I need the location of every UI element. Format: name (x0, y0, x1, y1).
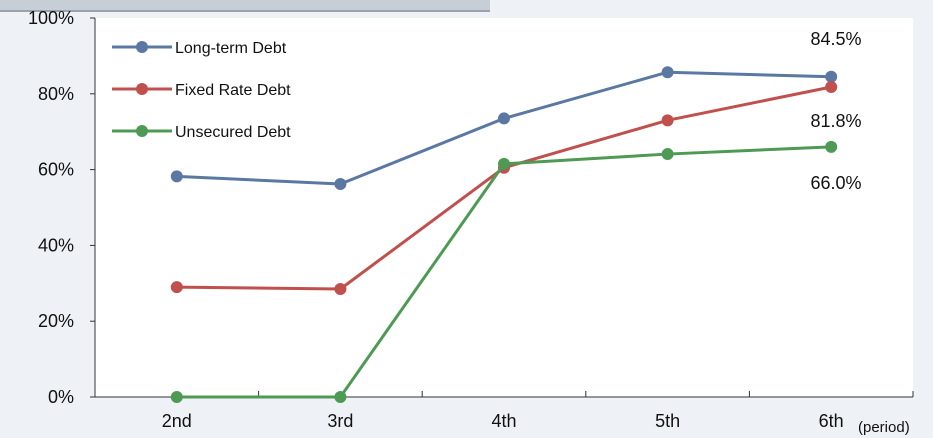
y-tick-label: 40% (38, 235, 74, 255)
legend-label: Unsecured Debt (175, 124, 291, 141)
x-tick-label: 4th (491, 411, 516, 431)
y-axis-ticks: 0% 20% 40% 60% 80% 100% (28, 8, 95, 407)
y-tick-label: 100% (28, 8, 74, 28)
legend-swatch-marker (136, 83, 148, 95)
x-axis-ticks: 2nd 3rd 4th 5th 6th (94, 391, 914, 431)
plot-area (95, 18, 913, 397)
data-labels: 84.5% 81.8% 66.0% (810, 29, 861, 193)
data-label: 66.0% (810, 173, 861, 193)
data-point (661, 66, 674, 79)
data-point (170, 391, 183, 403)
y-tick-label: 0% (48, 387, 74, 407)
data-point (170, 281, 183, 294)
y-tick-label: 80% (38, 84, 74, 104)
data-label: 81.8% (810, 111, 861, 131)
data-point (825, 140, 838, 153)
data-label: 84.5% (810, 29, 861, 49)
x-tick-label: 6th (819, 411, 844, 431)
data-point (334, 282, 347, 295)
y-tick-label: 60% (38, 160, 74, 180)
legend-swatch-marker (136, 41, 148, 53)
top-decorative-bar-shadow (0, 10, 490, 12)
legend-label: Long-term Debt (175, 40, 287, 57)
legend-swatch-marker (136, 125, 148, 137)
data-point (334, 391, 347, 403)
series-unsecured-debt (170, 140, 838, 403)
data-point (170, 170, 183, 183)
top-decorative-bar (0, 0, 490, 10)
data-point (825, 80, 838, 93)
legend-item: Unsecured Debt (112, 124, 291, 141)
legend: Long-term Debt Fixed Rate Debt Unsecured D… (112, 40, 291, 141)
legend-item: Fixed Rate Debt (112, 82, 291, 99)
data-point (661, 114, 674, 127)
legend-item: Long-term Debt (112, 40, 287, 57)
data-point (498, 112, 510, 125)
data-point (825, 70, 838, 83)
series-layer (170, 66, 838, 403)
x-tick-label: 2nd (162, 411, 192, 431)
data-point (661, 148, 674, 161)
data-point (498, 157, 510, 170)
legend-label: Fixed Rate Debt (175, 82, 291, 99)
x-tick-label: 3rd (327, 411, 353, 431)
series-long-term-debt (170, 66, 838, 191)
data-point (334, 178, 347, 191)
x-axis-unit-label: (period) (858, 419, 910, 436)
y-tick-label: 20% (38, 311, 74, 331)
x-tick-label: 5th (655, 411, 680, 431)
